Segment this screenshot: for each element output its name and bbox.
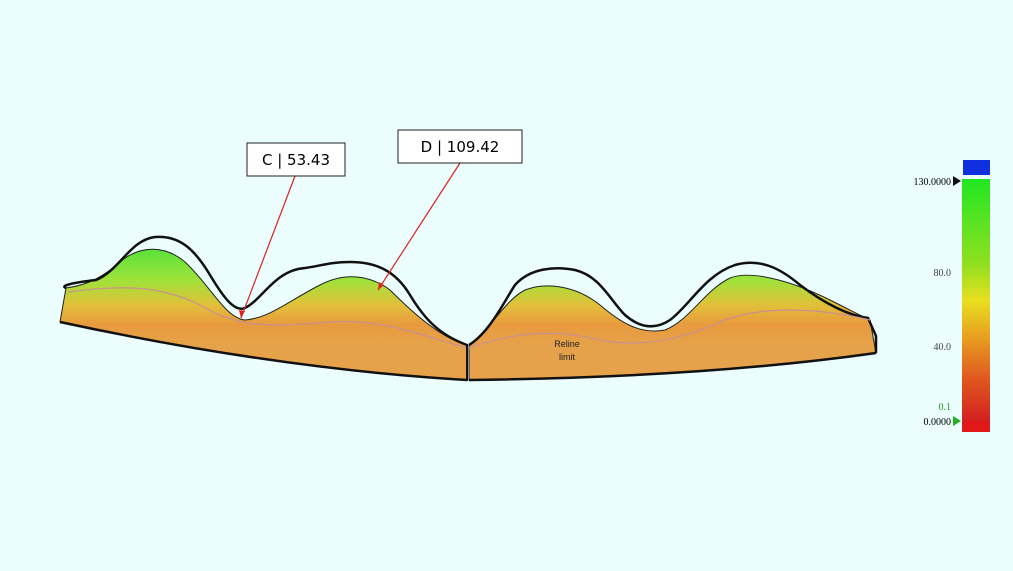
arrow-head (378, 282, 384, 290)
profile-label: Reline (554, 339, 580, 349)
callout-box (246, 142, 346, 177)
profile-midline (67, 287, 468, 349)
profile-base-left (59, 320, 468, 382)
profile-base-right (468, 351, 877, 382)
scale-label: 0.1 (939, 402, 952, 413)
arrow-head (239, 310, 245, 318)
callout-arrow (377, 162, 461, 291)
scale-label: 130.0000 (914, 177, 952, 188)
color-scale (962, 179, 990, 421)
callout-label: D | 109.42 (421, 138, 500, 156)
profile-outline-right (468, 261, 878, 353)
profile-label: limit (559, 352, 575, 362)
scale-label: 80.0 (934, 268, 952, 279)
callout-box (397, 129, 523, 164)
profile-midline (468, 309, 871, 349)
callout-label: C | 53.43 (262, 151, 330, 169)
scale-under (962, 421, 990, 432)
scale-marker (953, 176, 961, 186)
scale-label: 0.0000 (924, 417, 952, 428)
callout-arrow (240, 175, 296, 319)
scale-marker (953, 416, 961, 426)
scale-label: 40.0 (934, 342, 952, 353)
scale-over (963, 160, 990, 175)
